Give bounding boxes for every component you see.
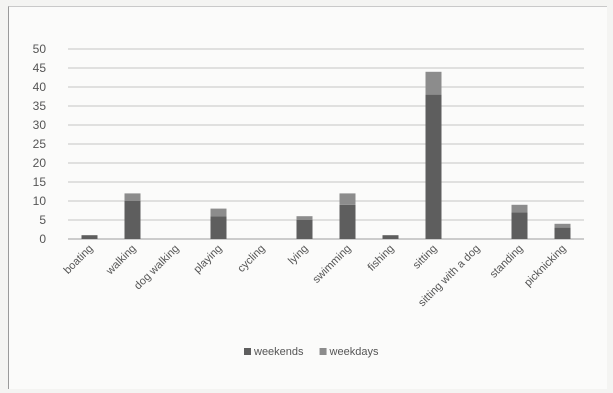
bar-weekends xyxy=(296,220,313,239)
x-tick-label: boating xyxy=(62,243,96,277)
chart-frame xyxy=(8,6,607,389)
legend-swatch xyxy=(244,348,251,355)
bar-weekdays xyxy=(511,204,528,213)
y-tick-label: 20 xyxy=(33,156,47,170)
x-tick-label: walking xyxy=(103,243,138,278)
bar-weekdays xyxy=(425,71,442,95)
gridlines xyxy=(68,48,584,240)
x-tick-label: picknicking xyxy=(522,243,569,290)
bar-weekdays xyxy=(339,193,356,205)
bar-weekdays xyxy=(124,193,141,201)
y-tick-label: 45 xyxy=(33,61,47,75)
bar-weekdays xyxy=(554,223,571,228)
bar-weekends xyxy=(210,216,227,239)
bar-weekends xyxy=(554,227,571,239)
y-tick-label: 35 xyxy=(33,99,47,113)
bars xyxy=(81,71,571,239)
bar-weekdays xyxy=(210,208,227,217)
y-tick-label: 5 xyxy=(39,213,46,227)
x-tick-label: swimming xyxy=(311,243,354,286)
x-tick-label: lying xyxy=(286,243,310,267)
y-tick-label: 50 xyxy=(33,42,47,56)
legend: weekends weekdays xyxy=(244,346,379,358)
bar-weekends xyxy=(339,204,356,239)
bar-weekends xyxy=(511,212,528,239)
x-tick-label: dog walking xyxy=(132,243,182,293)
x-tick-label: sitting xyxy=(411,243,440,272)
bar-weekdays xyxy=(296,216,313,220)
y-tick-label: 10 xyxy=(33,194,47,208)
y-axis-ticks: 0 5 10 15 20 25 30 35 40 45 50 xyxy=(33,42,47,246)
x-tick-label: playing xyxy=(191,243,224,276)
legend-swatch xyxy=(319,348,327,355)
legend-label: weekends xyxy=(253,346,304,358)
bar-weekends xyxy=(81,235,98,239)
y-tick-label: 30 xyxy=(33,118,47,132)
x-tick-label: cycling xyxy=(235,243,267,275)
y-tick-label: 40 xyxy=(33,80,47,94)
bar-weekends xyxy=(425,94,442,239)
y-tick-label: 0 xyxy=(39,232,46,246)
x-tick-label: fishing xyxy=(366,243,397,274)
x-tick-label: standing xyxy=(488,243,526,281)
legend-label: weekdays xyxy=(329,346,379,358)
bar-weekends xyxy=(124,201,141,239)
bar-weekends xyxy=(382,235,399,239)
y-tick-label: 15 xyxy=(33,175,47,189)
y-tick-label: 25 xyxy=(33,137,47,151)
